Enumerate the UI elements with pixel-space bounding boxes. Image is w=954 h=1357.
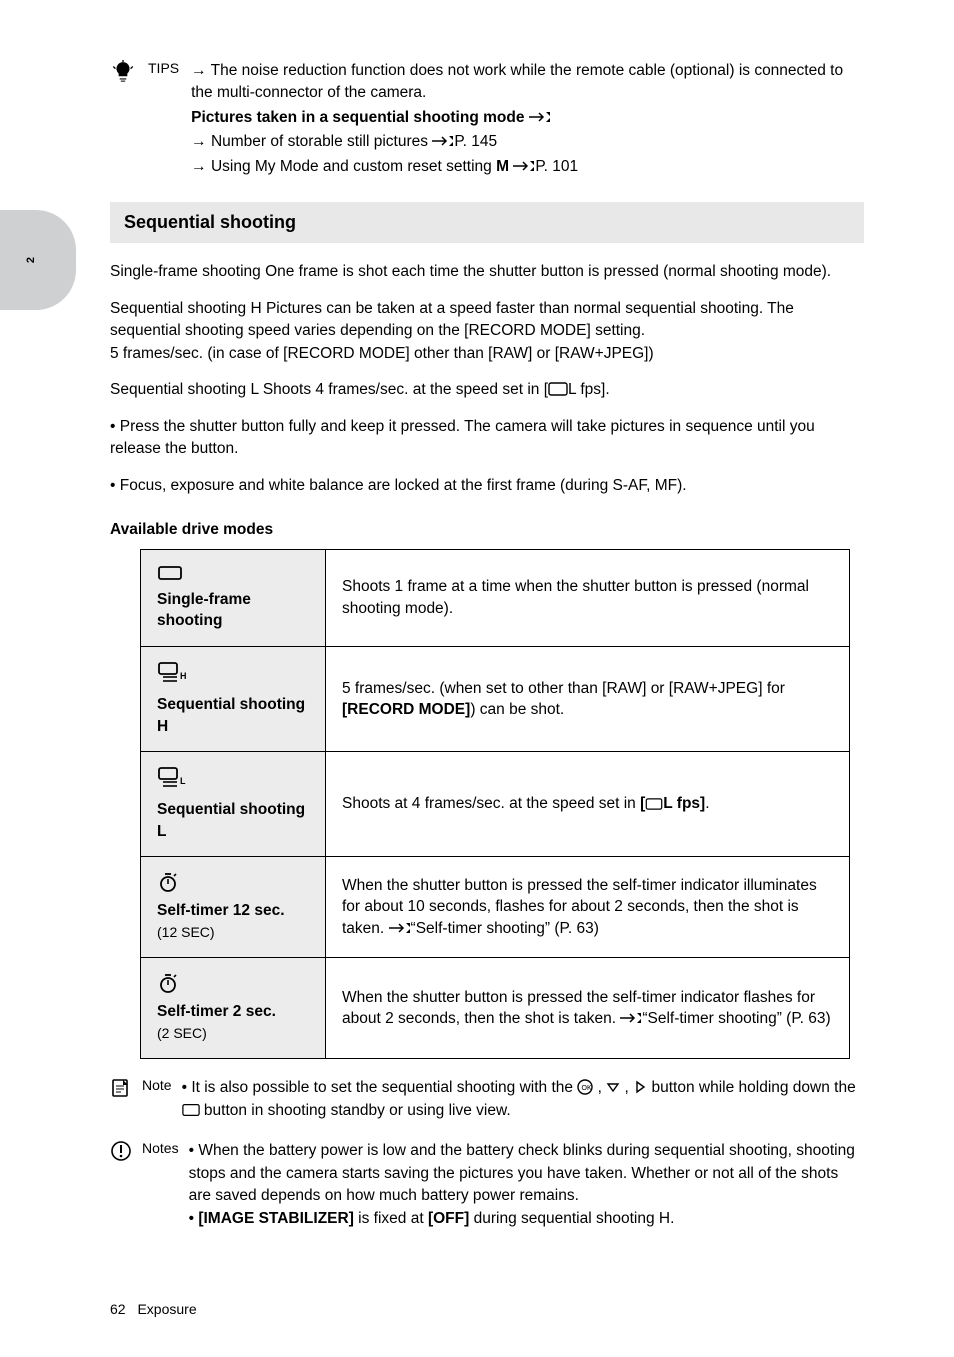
section-title: Sequential shooting [110, 202, 864, 243]
note-icon [110, 1077, 132, 1104]
bulb-icon [110, 60, 136, 91]
sidebar-tab: 2 [0, 210, 76, 310]
sequential-h-icon: H [157, 661, 187, 694]
tips-body: → The noise reduction function does not … [191, 60, 864, 180]
drive-modes-table: Single-frame shooting Shoots 1 frame at … [140, 549, 850, 1059]
tips-label: TIPS [148, 60, 179, 76]
sidebar-tab-label: 2 [25, 257, 37, 263]
timer-icon [157, 972, 179, 1001]
table-row: Single-frame shooting Shoots 1 frame at … [141, 550, 850, 647]
section-body: Single-frame shooting One frame is shot … [110, 261, 864, 497]
timer-icon [157, 871, 179, 900]
table-row: H Sequential shooting H 5 frames/sec. (w… [141, 647, 850, 752]
single-frame-icon [157, 564, 183, 589]
caution-icon [110, 1140, 132, 1167]
table-row: L Sequential shooting L Shoots at 4 fram… [141, 752, 850, 857]
table-row: Self-timer 2 sec. (2 SEC) When the shutt… [141, 958, 850, 1059]
sequential-l-icon: L [157, 766, 187, 799]
svg-text:H: H [180, 671, 187, 681]
page-footer: 62 Exposure [110, 1301, 197, 1317]
svg-text:OK: OK [582, 1085, 592, 1092]
table-row: Self-timer 12 sec. (12 SEC) When the shu… [141, 857, 850, 958]
note-body: • It is also possible to set the sequent… [182, 1077, 864, 1122]
available-modes-label: Available drive modes [110, 521, 273, 538]
svg-text:L: L [180, 776, 186, 786]
notes-body: • When the battery power is low and the … [189, 1140, 864, 1230]
